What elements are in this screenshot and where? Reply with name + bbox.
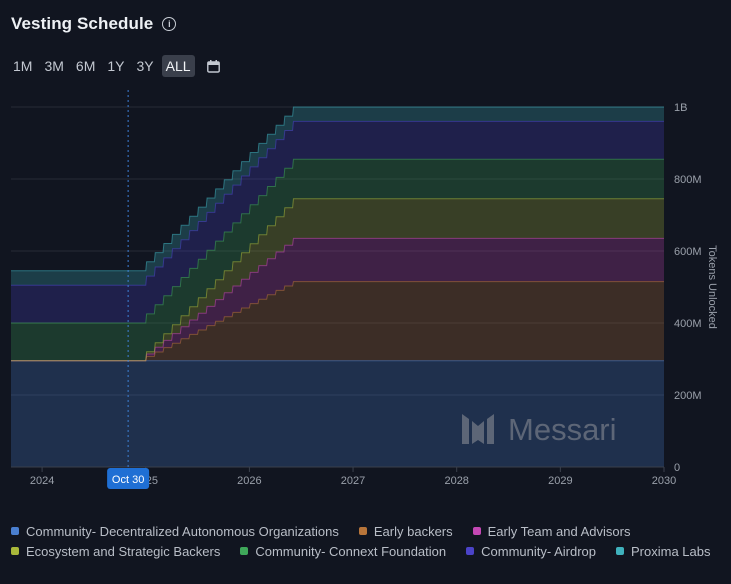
x-tick-label: 2030: [652, 475, 676, 487]
legend-label: Community- Airdrop: [481, 543, 596, 559]
area-series[interactable]: [11, 121, 664, 324]
legend-item[interactable]: Community- Connext Foundation: [240, 543, 447, 559]
page-title: Vesting Schedule: [11, 14, 154, 33]
range-button-1y[interactable]: 1Y: [107, 58, 125, 74]
range-button-6m[interactable]: 6M: [75, 58, 96, 74]
area-series[interactable]: [11, 360, 664, 467]
x-tick-label: 2028: [444, 475, 468, 487]
legend-item[interactable]: Proxima Labs: [616, 543, 711, 559]
range-button-3y[interactable]: 3Y: [136, 58, 154, 74]
area-series-line: [11, 158, 664, 324]
area-series[interactable]: [11, 198, 664, 361]
messari-logo: [462, 414, 494, 444]
legend-item[interactable]: Community- Airdrop: [466, 543, 596, 559]
y-tick-label: 800M: [674, 174, 702, 186]
area-series-line: [11, 198, 664, 362]
legend-item[interactable]: Ecosystem and Strategic Backers: [11, 543, 221, 559]
info-icon[interactable]: i: [162, 17, 177, 31]
legend-item[interactable]: Early backers: [358, 523, 453, 539]
y-tick-label: 0: [674, 462, 680, 474]
area-series-line: [11, 120, 664, 286]
legend-item[interactable]: Early Team and Advisors: [472, 523, 631, 539]
cursor-date-label: Oct 30: [112, 474, 144, 486]
y-tick-label: 1B: [674, 102, 687, 114]
calendar-icon[interactable]: [206, 60, 220, 73]
y-axis-label: Tokens Unlocked: [706, 245, 718, 329]
x-tick-label: 2026: [237, 475, 261, 487]
legend-label: Early backers: [373, 523, 453, 539]
range-button-1m[interactable]: 1M: [13, 58, 33, 74]
area-series[interactable]: [11, 159, 664, 361]
watermark-text: Messari: [508, 412, 617, 447]
y-tick-label: 600M: [674, 246, 702, 258]
legend-swatch: [466, 547, 475, 555]
legend-label: Community- Connext Foundation: [255, 543, 447, 559]
legend-swatch: [11, 527, 19, 535]
y-tick-label: 400M: [674, 318, 702, 330]
chart-legend: Community- Decentralized Autonomous Orga…: [11, 523, 726, 559]
legend-swatch: [616, 547, 624, 555]
x-tick-label: 2029: [548, 475, 572, 487]
cursor-date-badge: [107, 468, 150, 489]
range-button-all[interactable]: ALL: [161, 55, 195, 77]
legend-label: Ecosystem and Strategic Backers: [26, 543, 221, 559]
area-series[interactable]: [11, 238, 664, 361]
vesting-chart[interactable]: Messari 0 200M 400M 600M 800M 1B Tokens Unlock…: [0, 85, 731, 515]
messari-watermark: Messari: [462, 412, 617, 447]
title-row: Vesting Schedule i: [11, 14, 177, 34]
y-tick-label: 200M: [674, 390, 702, 402]
legend-item[interactable]: Community- Decentralized Autonomous Orga…: [11, 523, 339, 539]
legend-swatch: [240, 547, 249, 555]
area-series[interactable]: [11, 107, 664, 286]
legend-swatch: [472, 527, 481, 535]
legend-label: Proxima Labs: [631, 543, 711, 559]
legend-swatch: [11, 547, 19, 555]
time-range-selector: 1M 3M 6M 1Y 3Y ALL: [9, 55, 220, 77]
range-button-3m[interactable]: 3M: [44, 58, 64, 74]
legend-swatch: [358, 527, 367, 535]
area-series-line: [11, 106, 664, 272]
legend-label: Community- Decentralized Autonomous Orga…: [26, 523, 339, 539]
area-series[interactable]: [11, 281, 664, 361]
x-tick-label: 2024: [30, 475, 54, 487]
x-tick-label: 2027: [341, 475, 365, 487]
legend-label: Early Team and Advisors: [487, 523, 631, 539]
